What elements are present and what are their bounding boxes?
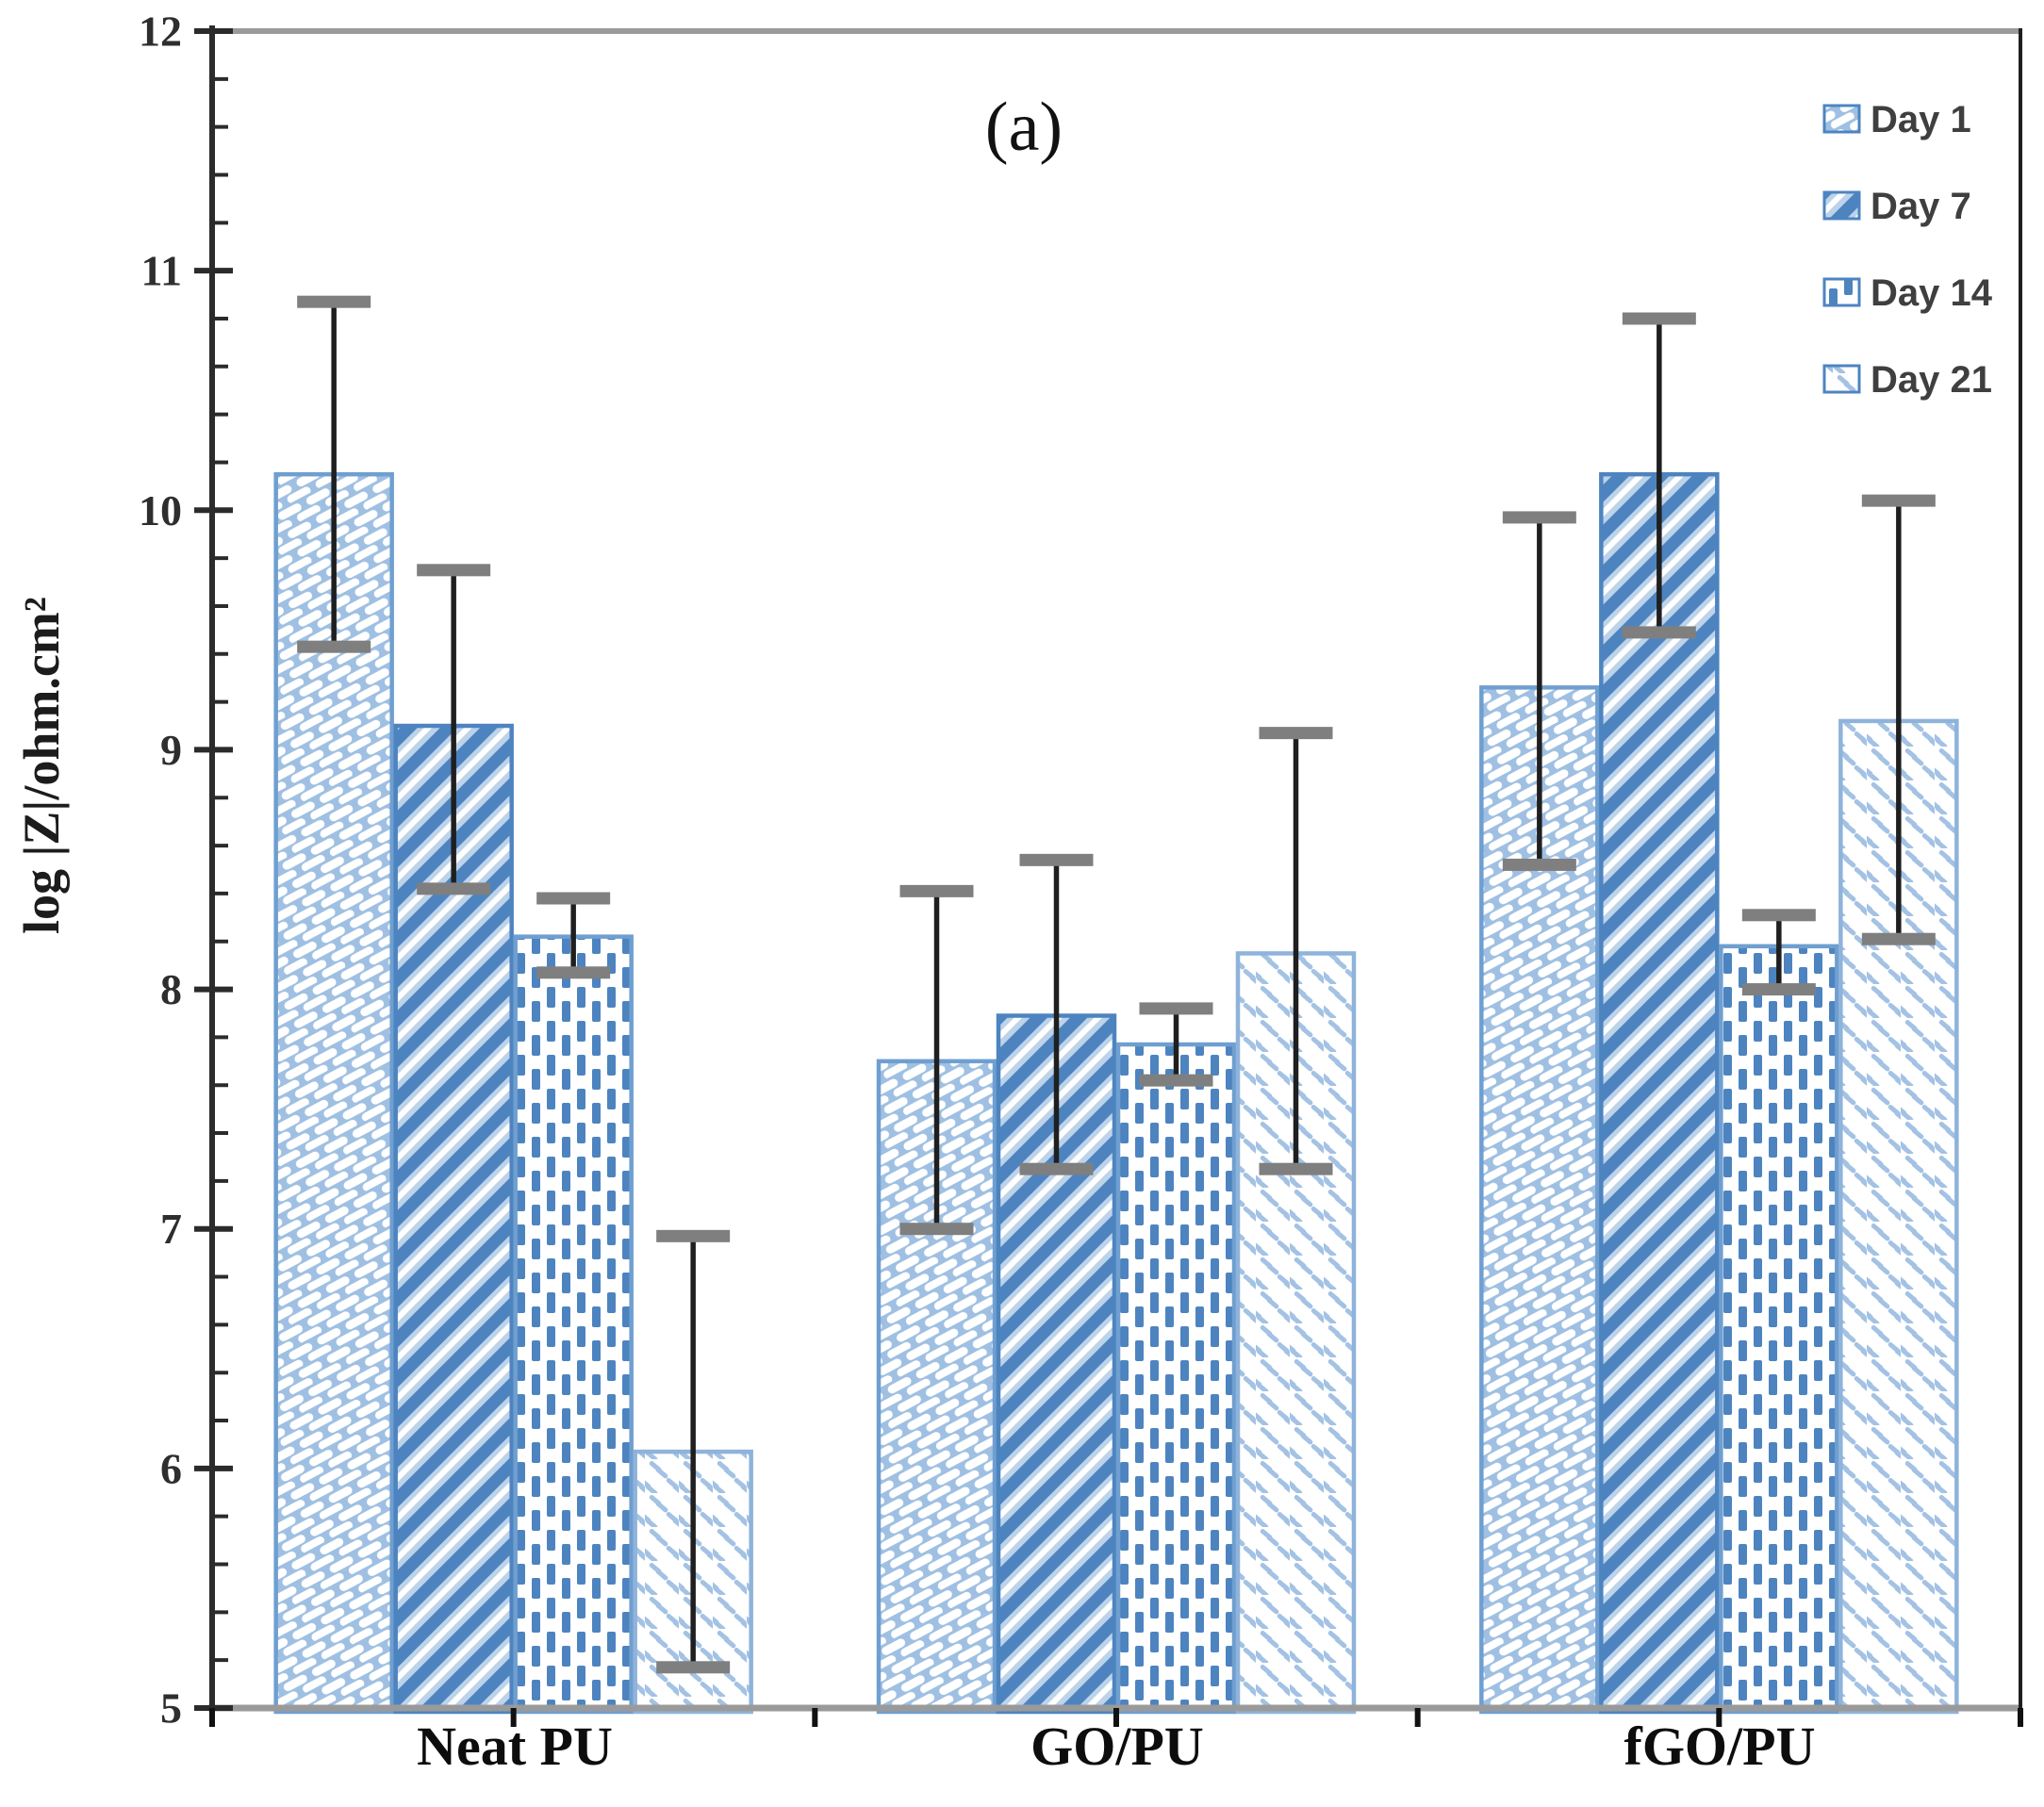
- bar-fgo-pu-day-14: [1719, 944, 1839, 1715]
- legend-label-day14: Day 14: [1871, 272, 1993, 314]
- error-bar-go-pu-day-21: [1259, 727, 1333, 1175]
- bar-fgo-pu-day-7: [1599, 471, 1720, 1715]
- bar-go-pu-day-21: [1235, 951, 1357, 1715]
- error-bar-neat-pu-day-1: [297, 295, 371, 653]
- y-tick-label-12: 12: [139, 8, 182, 56]
- y-tick-label-6: 6: [160, 1444, 182, 1492]
- error-bar-fgo-pu-day-21: [1861, 494, 1936, 945]
- y-tick-label-11: 11: [141, 247, 182, 295]
- legend: Day 1 Day 7 Day 14 Day 21: [1822, 99, 1993, 401]
- error-bar-neat-pu-day-21: [656, 1229, 731, 1674]
- legend-swatch-day7-icon: [1822, 190, 1861, 221]
- y-tick-label-9: 9: [160, 726, 182, 774]
- error-bars-layer: [297, 295, 1936, 1674]
- error-bar-fgo-pu-day-1: [1502, 511, 1576, 871]
- category-label-neat-pu: Neat PU: [417, 1716, 613, 1777]
- axes-layer: [194, 25, 2023, 1727]
- error-bar-go-pu-day-7: [1019, 853, 1094, 1175]
- y-tick-labels: 5 6 7 8 9 10 11 12: [139, 8, 182, 1733]
- y-axis-title: log |Z|/ohm.cm²: [13, 597, 70, 934]
- legend-label-day1: Day 1: [1871, 99, 1971, 140]
- y-tick-label-8: 8: [160, 965, 182, 1013]
- panel-label: (a): [985, 89, 1063, 166]
- bar-go-pu-day-7: [996, 1013, 1117, 1715]
- category-label-fgo-pu: fGO/PU: [1624, 1716, 1816, 1777]
- bar-neat-pu-day-1: [273, 471, 394, 1715]
- x-category-labels: Neat PU GO/PU fGO/PU: [417, 1716, 1815, 1777]
- y-tick-label-7: 7: [160, 1205, 182, 1253]
- y-tick-label-10: 10: [139, 486, 182, 534]
- error-bar-fgo-pu-day-14: [1741, 909, 1816, 996]
- bars-layer: [273, 471, 1959, 1715]
- y-tick-label-5: 5: [160, 1684, 182, 1733]
- error-bar-fgo-pu-day-7: [1622, 312, 1696, 639]
- error-bar-go-pu-day-1: [899, 884, 974, 1236]
- bar-go-pu-day-14: [1115, 1042, 1237, 1715]
- legend-swatch-day14-icon: [1822, 277, 1861, 307]
- legend-label-day7: Day 7: [1871, 186, 1971, 227]
- legend-swatch-day1-icon: [1822, 104, 1861, 134]
- error-bar-neat-pu-day-7: [417, 564, 491, 895]
- error-bar-go-pu-day-14: [1139, 1002, 1213, 1087]
- legend-label-day21: Day 21: [1871, 359, 1992, 401]
- error-bar-neat-pu-day-14: [536, 892, 611, 979]
- bar-neat-pu-day-14: [513, 934, 634, 1715]
- category-label-go-pu: GO/PU: [1030, 1716, 1204, 1777]
- legend-swatch-day21-icon: [1822, 364, 1861, 394]
